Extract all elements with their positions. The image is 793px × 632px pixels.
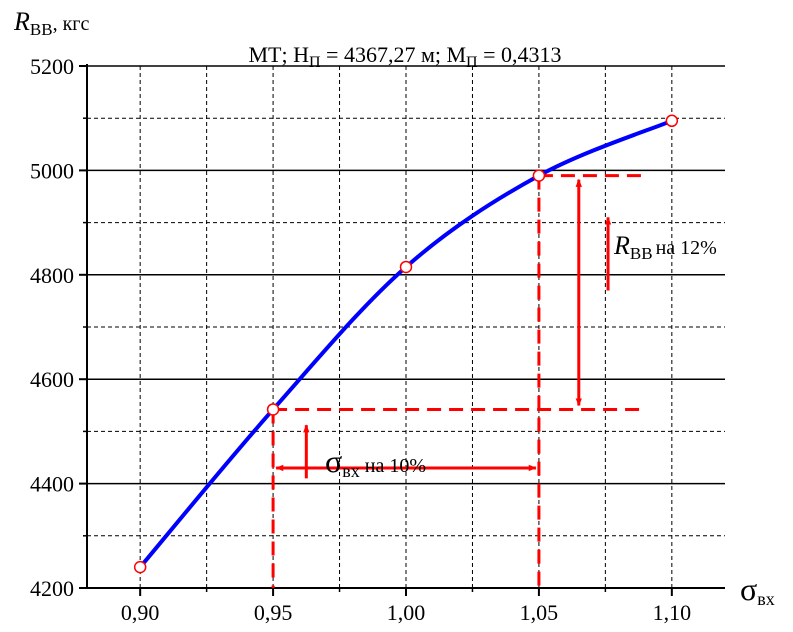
r-annotation-main: R — [613, 231, 630, 260]
grid — [87, 65, 725, 589]
x-tick-label-4: 1,10 — [653, 600, 692, 625]
sigma-annotation-main: σ — [325, 443, 342, 479]
x-tick-label-2: 1,00 — [387, 600, 426, 625]
title-tail: = 0,4313 — [478, 42, 562, 67]
x-axis-label: σвх — [740, 571, 775, 609]
data-point-2 — [399, 260, 413, 274]
r-annotation-sub: ВВ — [630, 244, 653, 263]
y-axis-label-main: R — [13, 7, 30, 36]
r-annotation-label: RВВ на 12% — [613, 231, 717, 263]
title-sub-1: П — [309, 54, 321, 71]
y-tick-label-5: 5200 — [30, 54, 74, 79]
axes — [79, 64, 725, 596]
x-tick-label-0: 0,90 — [121, 600, 160, 625]
y-axis-label-suffix: , кгс — [53, 13, 90, 35]
title-sub-2: П — [466, 54, 478, 71]
y-tick-label-1: 4400 — [30, 472, 74, 497]
data-point-3 — [532, 169, 546, 182]
y-tick-label-3: 4800 — [30, 263, 74, 288]
chart-title: МТ; НП = 4367,27 м; МП = 0,4313 — [248, 42, 561, 71]
x-tick-label-3: 1,05 — [520, 600, 559, 625]
y-axis-label: RВВ, кгс — [13, 7, 89, 39]
x-axis-label-sub: вх — [757, 589, 775, 609]
y-axis-label-sub: ВВ — [30, 20, 53, 39]
annotation-lines — [271, 174, 646, 588]
y-tick-label-4: 5000 — [30, 158, 74, 183]
sigma-annotation-text: на 10% — [360, 455, 426, 477]
y-tick-label-0: 4200 — [30, 576, 74, 601]
data-point-4 — [665, 114, 679, 128]
sigma-annotation-sub: вх — [342, 461, 360, 481]
data-point-1 — [266, 403, 280, 416]
r-annotation-text: на 12% — [656, 237, 717, 259]
series — [133, 114, 679, 574]
series-line-0 — [138, 118, 673, 569]
x-tick-label-1: 0,95 — [254, 600, 293, 625]
tick-labels: 4200 4400 4600 4800 5000 5200 0,90 0,95 1,00 1,05… — [30, 54, 691, 625]
y-tick-label-2: 4600 — [30, 367, 74, 392]
x-axis-label-main: σ — [740, 571, 757, 607]
title-mid: = 4367,27 м; М — [321, 42, 467, 67]
sigma-annotation-label: σвх на 10% — [325, 443, 426, 481]
title-lead: МТ; Н — [248, 42, 309, 67]
data-point-0 — [133, 560, 147, 574]
